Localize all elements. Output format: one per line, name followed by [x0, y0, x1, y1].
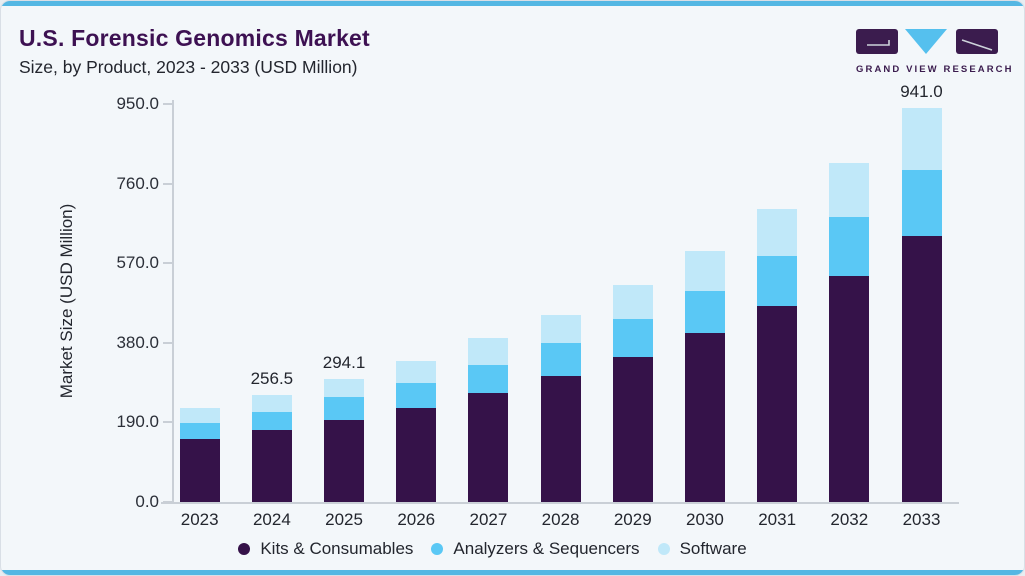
bar-segment-2031 — [757, 256, 798, 307]
x-axis-line — [161, 502, 959, 504]
y-axis-tick-label: 950.0 — [116, 94, 159, 113]
page-title: U.S. Forensic Genomics Market — [19, 25, 370, 51]
bar-value-label: 294.1 — [322, 352, 366, 372]
legend-item: Kits & Consumables — [238, 539, 413, 559]
x-axis-label: 2033 — [902, 510, 941, 529]
y-axis-tick — [163, 501, 172, 503]
legend-marker-icon — [431, 543, 444, 555]
grand-view-research-logo: GRAND VIEW RESEARCH — [856, 29, 1014, 75]
bar-segment-2025 — [324, 419, 365, 502]
bar-value-label: 941.0 — [900, 81, 943, 101]
bar-segment-2029 — [612, 356, 653, 502]
bar-segment-2023 — [179, 422, 220, 440]
bottom-accent-bar — [1, 570, 1024, 575]
x-axis-label: 2025 — [325, 510, 363, 529]
bar-segment-2024 — [251, 394, 292, 412]
bar-segment-2028 — [540, 314, 581, 343]
y-axis-tick-label: 190.0 — [116, 412, 159, 432]
y-axis-tick — [163, 262, 172, 265]
chart-legend: Kits & Consumables Analyzers & Sequencers… — [1, 539, 984, 559]
bar-segment-2033 — [901, 169, 942, 236]
x-axis-label: 2030 — [686, 510, 724, 529]
y-axis-tick — [163, 341, 172, 344]
x-axis-label: 2031 — [758, 510, 797, 529]
bar-segment-2030 — [684, 290, 725, 334]
bar-segment-2027 — [468, 393, 509, 502]
bar-segment-2032 — [829, 162, 870, 218]
bar-segment-2032 — [829, 275, 870, 502]
x-axis-label: 2023 — [180, 510, 219, 529]
bar-segment-2031 — [757, 209, 798, 257]
legend-label: Kits & Consumables — [260, 539, 414, 558]
bar-segment-2031 — [757, 306, 798, 502]
y-axis-tick-label: 760.0 — [116, 173, 159, 193]
bar-segment-2033 — [901, 107, 942, 170]
bar-segment-2024 — [251, 430, 292, 502]
bar-segment-2025 — [324, 396, 365, 420]
page-subtitle: Size, by Product, 2023 - 2033 (USD Milli… — [19, 57, 358, 77]
bar-segment-2032 — [829, 217, 870, 276]
y-axis-tick-label: 0.0 — [135, 492, 159, 511]
bar-segment-2023 — [179, 439, 220, 502]
legend-marker-icon — [238, 543, 251, 555]
y-axis-tick — [163, 103, 172, 105]
legend-label: Analyzers & Sequencers — [453, 539, 640, 558]
y-axis-tick-label: 380.0 — [116, 332, 159, 352]
y-axis-tick-label: 570.0 — [116, 253, 159, 273]
bar-segment-2023 — [179, 408, 220, 423]
bar-segment-2029 — [612, 319, 653, 357]
legend-label: Software — [679, 539, 747, 558]
bar-segment-2033 — [901, 235, 942, 502]
bar-segment-2029 — [612, 285, 653, 320]
x-axis-label: 2026 — [397, 510, 436, 529]
bar-segment-2025 — [324, 378, 365, 397]
bar-segment-2026 — [396, 361, 437, 384]
bar-segment-2026 — [396, 383, 437, 408]
legend-marker-icon — [657, 543, 670, 555]
grand-view-research-logo-icon — [856, 29, 998, 54]
bar-segment-2030 — [684, 250, 725, 291]
x-axis-label: 2028 — [541, 510, 580, 529]
bar-value-label: 256.5 — [250, 368, 294, 388]
x-axis-label: 2029 — [613, 510, 652, 529]
top-accent-bar — [1, 1, 1024, 6]
grand-view-research-logo-text: GRAND VIEW RESEARCH — [856, 64, 1014, 75]
bar-segment-2027 — [468, 338, 509, 366]
x-axis-label: 2024 — [252, 510, 291, 529]
bar-segment-2026 — [396, 407, 437, 502]
y-axis-tick — [163, 421, 172, 424]
x-axis-label: 2032 — [830, 510, 869, 529]
header-titles: U.S. Forensic Genomics Market Size, by P… — [19, 25, 370, 78]
x-axis-label: 2027 — [469, 510, 508, 529]
y-axis-tick — [163, 182, 172, 185]
legend-item: Analyzers & Sequencers — [431, 539, 640, 559]
y-axis-line — [172, 100, 174, 504]
legend-item: Software — [657, 539, 747, 559]
bar-segment-2030 — [684, 333, 725, 502]
bar-segment-2027 — [468, 365, 509, 394]
bar-segment-2028 — [540, 376, 581, 502]
header: U.S. Forensic Genomics Market Size, by P… — [19, 25, 1014, 78]
bar-segment-2028 — [540, 342, 581, 377]
bar-segment-2024 — [251, 411, 292, 431]
